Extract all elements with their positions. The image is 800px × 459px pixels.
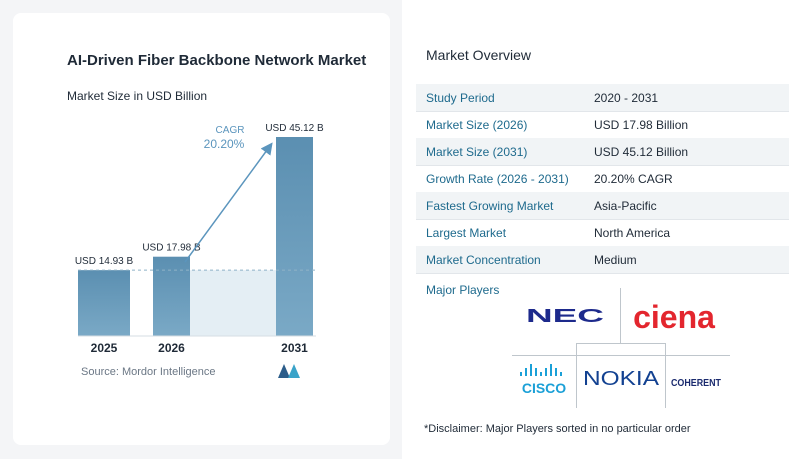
nec-logo: NEC	[526, 307, 604, 325]
major-players-title: Major Players	[426, 283, 500, 297]
svg-text:CISCO: CISCO	[522, 380, 566, 396]
mordor-logo-icon	[278, 364, 300, 378]
ciena-logo: ciena	[633, 299, 715, 334]
overview-value: 2020 - 2031	[594, 90, 659, 105]
overview-row-concentration: Market Concentration Medium	[416, 246, 789, 274]
source-note: Source: Mordor Intelligence	[81, 366, 216, 378]
overview-row-growth-rate: Growth Rate (2026 - 2031) 20.20% CAGR	[416, 165, 789, 193]
overview-key: Market Size (2031)	[426, 144, 528, 159]
overview-row-largest-market: Largest Market North America	[416, 219, 789, 247]
overview-row-market-size-2026: Market Size (2026) USD 17.98 Billion	[416, 111, 789, 139]
data-label-2026: USD 17.98 B	[142, 243, 201, 254]
overview-row-fastest-growing: Fastest Growing Market Asia-Pacific	[416, 192, 789, 220]
svg-text:ciena: ciena	[633, 299, 715, 334]
cisco-logo: CISCO	[520, 364, 566, 396]
overview-panel	[402, 0, 800, 459]
cagr-label: CAGR	[216, 125, 245, 136]
cagr-arrow	[184, 142, 273, 263]
tick-label-2025: 2025	[91, 341, 118, 355]
overview-value: USD 17.98 Billion	[594, 117, 689, 132]
data-label-2025: USD 14.93 B	[75, 256, 134, 267]
overview-row-market-size-2031: Market Size (2031) USD 45.12 Billion	[416, 138, 789, 166]
logo-divider	[576, 343, 666, 344]
growth-band	[190, 270, 276, 336]
chart-card	[13, 13, 390, 445]
svg-text:COHERENT: COHERENT	[671, 378, 721, 389]
data-label-2031: USD 45.12 B	[265, 123, 324, 134]
logo-divider	[512, 355, 730, 356]
chart-title: AI-Driven Fiber Backbone Network Market	[67, 52, 367, 69]
coherent-logo: COHERENT	[671, 378, 721, 389]
overview-title: Market Overview	[426, 47, 532, 63]
bar-2031	[276, 137, 313, 336]
overview-value: Asia-Pacific	[594, 198, 657, 213]
overview-key: Largest Market	[426, 225, 507, 240]
overview-key: Market Size (2026)	[426, 117, 528, 132]
bar-2025	[78, 270, 130, 336]
overview-key: Growth Rate (2026 - 2031)	[426, 171, 569, 186]
disclaimer: *Disclaimer: Major Players sorted in no …	[424, 423, 691, 435]
tick-label-2026: 2026	[158, 341, 185, 355]
svg-text:NEC: NEC	[526, 307, 604, 325]
bar-chart: USD 14.93 B 2025 USD 17.98 B 2026 USD 45.12 …	[75, 123, 324, 355]
logo-divider	[665, 343, 666, 408]
overview-value: Medium	[594, 252, 637, 267]
logo-divider	[576, 343, 577, 408]
overview-value: 20.20% CAGR	[594, 171, 673, 186]
overview-value: North America	[594, 225, 671, 240]
bar-2026	[153, 256, 190, 336]
tick-label-2031: 2031	[281, 341, 308, 355]
logo-divider	[620, 288, 621, 343]
cagr-value: 20.20%	[204, 137, 245, 151]
svg-text:NOKIA: NOKIA	[583, 368, 660, 390]
overview-row-study-period: Study Period 2020 - 2031	[416, 84, 789, 112]
overview-key: Study Period	[426, 90, 495, 105]
nokia-logo: NOKIA	[583, 368, 660, 390]
overview-value: USD 45.12 Billion	[594, 144, 689, 159]
overview-key: Market Concentration	[426, 252, 541, 267]
overview-key: Fastest Growing Market	[426, 198, 554, 213]
chart-subtitle: Market Size in USD Billion	[67, 89, 208, 103]
